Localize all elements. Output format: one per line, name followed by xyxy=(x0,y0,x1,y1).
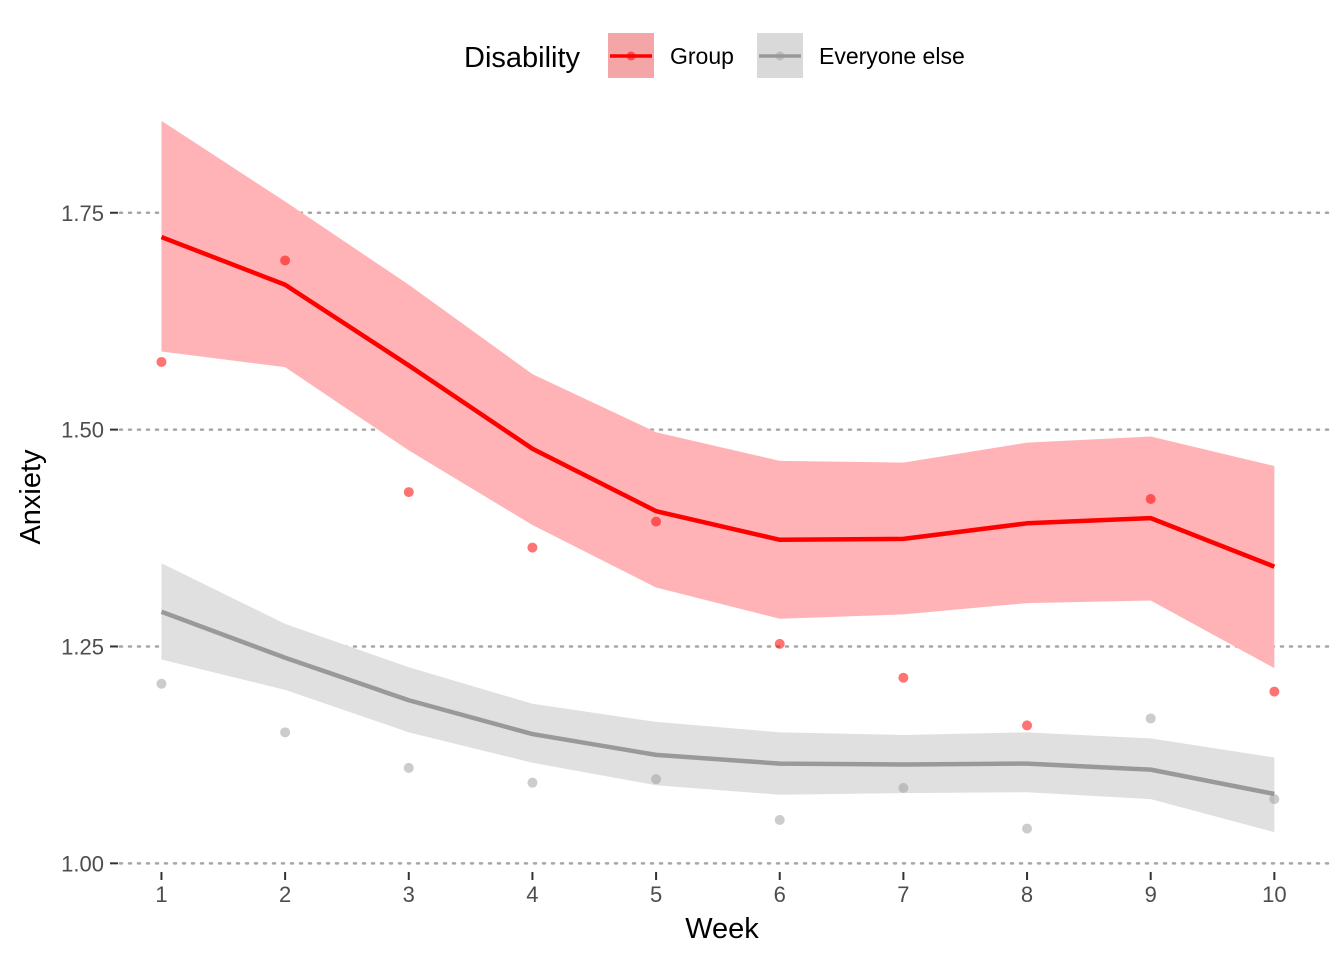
group-point xyxy=(156,356,167,367)
legend-label-group: Group xyxy=(670,43,734,69)
y-tick-label: 1.00 xyxy=(61,851,104,876)
legend-title: Disability xyxy=(464,42,581,74)
legend-label-everyone-else: Everyone else xyxy=(819,43,965,69)
everyone-else-fit-line xyxy=(160,609,1275,797)
everyone-else-point xyxy=(527,777,538,788)
x-tick-label: 8 xyxy=(1021,882,1033,907)
legend-key-group-point xyxy=(626,51,636,61)
group-point xyxy=(898,672,909,683)
y-tick-label: 1.75 xyxy=(61,201,104,226)
everyone-else-point xyxy=(898,782,909,793)
group-point xyxy=(527,542,538,553)
everyone-else-point xyxy=(774,814,785,825)
legend-key-group xyxy=(608,33,654,78)
everyone-else-point xyxy=(280,727,291,738)
x-tick-label: 6 xyxy=(774,882,786,907)
everyone-else-confidence-band xyxy=(161,563,1275,833)
x-tick-label: 3 xyxy=(403,882,415,907)
y-tick-label: 1.25 xyxy=(61,634,104,659)
group-point xyxy=(280,255,291,266)
group-point xyxy=(403,487,414,498)
everyone-else-point xyxy=(1269,794,1280,805)
group-fit-line xyxy=(160,234,1276,569)
y-axis-title: Anxiety xyxy=(15,449,47,545)
y-tick-label: 1.50 xyxy=(61,418,104,443)
legend-key-everyone-else xyxy=(757,33,803,78)
everyone-else-point xyxy=(156,678,167,689)
x-tick-label: 1 xyxy=(155,882,167,907)
everyone-else-point xyxy=(403,762,414,773)
group-point xyxy=(1145,494,1156,505)
x-tick-label: 5 xyxy=(650,882,662,907)
confidence-bands xyxy=(161,120,1275,833)
x-axis: 1 2 3 4 5 6 7 8 9 10 xyxy=(155,872,1287,907)
x-tick-label: 2 xyxy=(279,882,291,907)
group-confidence-band xyxy=(161,120,1275,669)
legend-key-everyone-else-point xyxy=(775,51,785,61)
fit-lines xyxy=(160,234,1276,797)
y-axis: 1.00 1.25 1.50 1.75 xyxy=(61,201,118,876)
x-axis-title: Week xyxy=(685,913,759,945)
everyone-else-point xyxy=(651,774,662,785)
gridlines xyxy=(118,211,1332,865)
group-point xyxy=(1269,686,1280,697)
x-tick-label: 9 xyxy=(1145,882,1157,907)
everyone-else-point xyxy=(1145,713,1156,724)
group-point xyxy=(1022,720,1033,731)
group-point xyxy=(774,638,785,649)
group-point xyxy=(651,516,662,527)
x-tick-label: 7 xyxy=(897,882,909,907)
data-points xyxy=(156,255,1280,834)
x-tick-label: 10 xyxy=(1262,882,1286,907)
x-tick-label: 4 xyxy=(526,882,538,907)
everyone-else-point xyxy=(1022,823,1033,834)
legend: Disability Group Everyone else xyxy=(464,33,965,78)
